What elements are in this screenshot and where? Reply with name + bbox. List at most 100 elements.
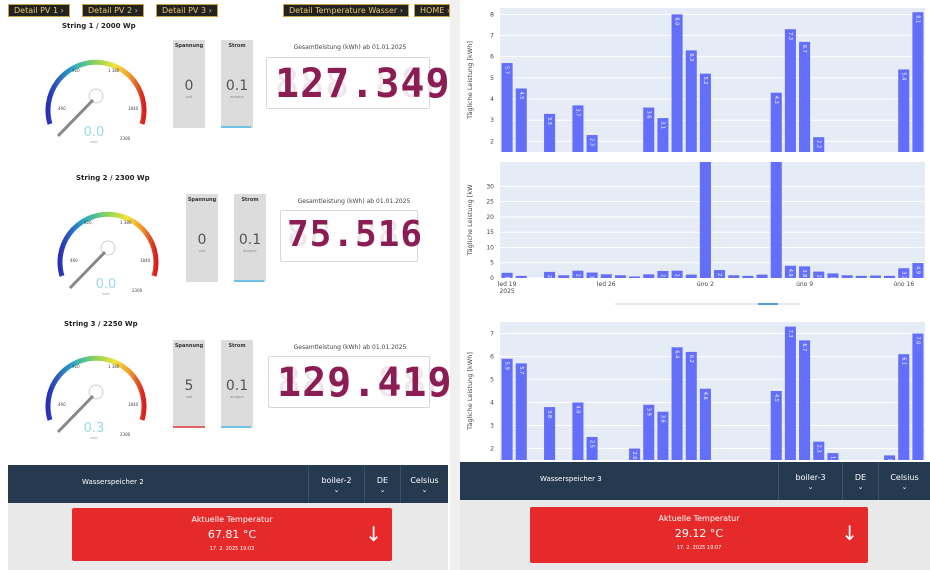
- y-tick-label: 10: [486, 244, 494, 251]
- bar: [586, 135, 598, 152]
- bar-value-label: 2.3: [589, 138, 595, 146]
- language-select[interactable]: DE ⌄: [364, 465, 400, 503]
- bar-value-label: 2.6: [716, 273, 722, 281]
- nav-home-button[interactable]: HOME ›: [414, 4, 450, 17]
- bar: [714, 270, 726, 278]
- gauge-needle: [56, 394, 95, 434]
- bar-value-label: 1.7: [886, 458, 892, 462]
- unit-select-value: Celsius: [890, 473, 919, 482]
- y-tick-label: 8: [490, 11, 494, 18]
- spannung-card: Spannung 5 volt: [173, 340, 205, 428]
- bar-value-label: 1.1: [759, 278, 765, 286]
- boiler-select[interactable]: boiler-3 ⌄: [778, 462, 842, 500]
- bar-value-label: 0.9: [560, 278, 566, 286]
- bar: [515, 363, 527, 460]
- bar-value-label: 0.7: [518, 279, 524, 287]
- pv-string-3: String 3 / 2250 Wp 460 920 1 380 1840 23…: [0, 318, 453, 458]
- strom-value: 0.1: [238, 232, 262, 248]
- strom-unit: ampere: [243, 249, 257, 253]
- strom-level-bar: [221, 126, 251, 128]
- bar: [912, 12, 924, 153]
- bar: [572, 105, 584, 152]
- y-tick-label: 0: [490, 275, 494, 282]
- bar: [728, 275, 740, 278]
- lcd-value: 129.419: [277, 360, 453, 406]
- chevron-right-icon: ›: [60, 6, 64, 15]
- unit-select[interactable]: Celsius ⌄: [400, 465, 448, 503]
- bar: [671, 14, 683, 153]
- bar-value-label: 5.7: [518, 366, 524, 374]
- y-tick-label: 30: [486, 183, 494, 190]
- bar: [572, 270, 584, 278]
- y-tick-label: 25: [486, 199, 494, 206]
- spannung-unit: volt: [198, 249, 206, 253]
- bar-value-label: 3.8: [801, 269, 807, 277]
- x-tick-label: úno 2: [697, 281, 714, 288]
- bar: [799, 266, 811, 278]
- bar: [898, 354, 910, 460]
- language-select[interactable]: DE ⌄: [842, 462, 878, 500]
- nav-detail-pv2-button[interactable]: Detail PV 2 ›: [82, 4, 144, 17]
- temperature-title: Aktuelle Temperatur: [191, 515, 273, 524]
- bar: [643, 107, 655, 152]
- y-tick-label: 7: [490, 331, 494, 338]
- bar-value-label: 0.7: [858, 279, 864, 287]
- language-select-value: DE: [854, 473, 867, 482]
- lcd-ghost-digits: 888.888: [277, 360, 453, 406]
- gauge-arc: [57, 211, 159, 277]
- y-tick-label: 15: [486, 229, 494, 236]
- gauge-tick: 460: [58, 106, 66, 111]
- boiler-select-value: boiler-2: [321, 476, 352, 485]
- bar-value-label: 1.8: [589, 276, 595, 284]
- bar-value-label: 4.6: [702, 392, 708, 400]
- gauge-value: 0.3: [84, 421, 105, 436]
- gauge-arc: [45, 59, 147, 125]
- bar-value-label: 6.4: [674, 350, 680, 358]
- gauge-unit: watt: [90, 436, 98, 440]
- bar: [657, 411, 669, 460]
- bar: [827, 273, 839, 278]
- chevron-right-icon: ›: [134, 6, 138, 15]
- y-tick-label: 5: [490, 377, 494, 384]
- strom-label: Strom: [228, 43, 246, 49]
- bar: [600, 274, 612, 278]
- bar-value-label: 1.2: [645, 277, 651, 285]
- bar: [586, 272, 598, 278]
- bar: [558, 275, 570, 278]
- nav-detail-temperature-button[interactable]: Detail Temperature Wasser ›: [283, 4, 409, 17]
- nav-label: Detail PV 2: [88, 6, 133, 15]
- temperature-card: Aktuelle Temperatur 29.12 °C 17. 2. 2025…: [530, 507, 868, 563]
- y-axis-label: Tägliche Leistung [kWh]: [466, 41, 474, 120]
- temperature-panel: Aktuelle Temperatur 29.12 °C 17. 2. 2025…: [460, 500, 930, 570]
- bar: [685, 351, 697, 460]
- bar: [643, 274, 655, 278]
- unit-select[interactable]: Celsius ⌄: [878, 462, 930, 500]
- strom-unit: ampere: [230, 395, 244, 399]
- bar-value-label: 2.0: [546, 275, 552, 283]
- bar: [884, 455, 896, 460]
- spannung-label: Spannung: [174, 43, 204, 49]
- bar: [501, 63, 513, 152]
- boiler-select[interactable]: boiler-2 ⌄: [308, 465, 364, 503]
- bar: [629, 276, 641, 278]
- chevron-right-icon: ›: [208, 6, 212, 15]
- bar-value-label: 5.2: [702, 77, 708, 85]
- bar-value-label: 1.8: [829, 456, 835, 462]
- y-tick-label: 3: [490, 423, 494, 430]
- y-tick-label: 6: [490, 54, 494, 61]
- bar: [784, 326, 796, 460]
- power-gauge: 460 920 1 380 1840 2300 0.0 watt: [57, 211, 159, 296]
- bar: [813, 441, 825, 460]
- bar: [799, 41, 811, 152]
- bar: [643, 404, 655, 460]
- bar-value-label: 5.9: [504, 362, 510, 370]
- nav-detail-pv1-button[interactable]: Detail PV 1 ›: [8, 4, 70, 17]
- bar: [629, 448, 641, 460]
- bar-value-label: 8.0: [674, 17, 680, 25]
- strom-card: Strom 0.1 ampere: [221, 340, 253, 428]
- gauge-tick: 920: [84, 220, 92, 225]
- bar-value-label: 3.6: [645, 111, 651, 119]
- chevron-down-icon: ⌄: [857, 483, 864, 491]
- nav-detail-pv3-button[interactable]: Detail PV 3 ›: [156, 4, 218, 17]
